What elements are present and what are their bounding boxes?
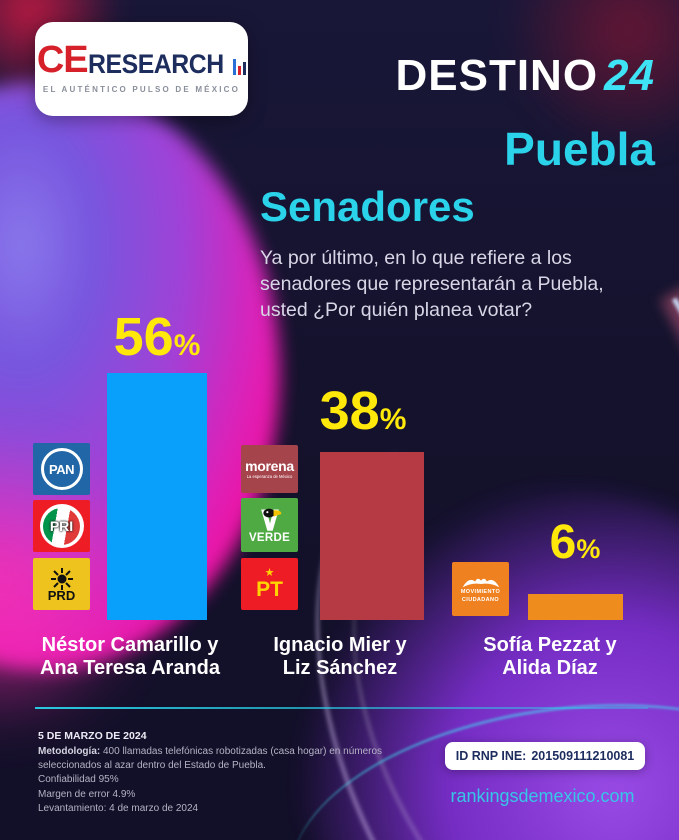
verde-label: VERDE: [248, 531, 291, 544]
name-line: Ana Teresa Aranda: [39, 657, 221, 679]
name-line: Alida Díaz: [502, 657, 598, 679]
margin-of-error-note: Margen de error 4.9%: [38, 788, 136, 800]
methodology-label: Metodología:: [38, 746, 101, 757]
poll-question: Ya por último, en lo que refiere a los s…: [260, 247, 604, 321]
background-right-swoosh: [660, 84, 679, 840]
title-destino-24: DESTINO 24: [395, 54, 655, 98]
id-label: ID RNP INE:: [455, 749, 527, 763]
pan-circle-icon: PAN: [40, 448, 83, 490]
section-title: Senadores: [260, 183, 475, 230]
candidate-name-pezzat: Sofía Pezzat y Alida Díaz: [440, 634, 660, 680]
candidate-name-mier: Ignacio Mier y Liz Sánchez: [230, 634, 450, 680]
bar-camarillo: [107, 373, 207, 620]
mc-label-line1: MOVIMIENTO: [460, 589, 501, 596]
candidate-name-camarillo: Néstor Camarillo y Ana Teresa Aranda: [20, 634, 240, 680]
pt-label: PT: [256, 578, 283, 601]
pan-logo: PAN: [33, 443, 90, 495]
logo-ce-text: CE: [36, 38, 89, 81]
website-link[interactable]: rankingsdemexico.com: [450, 786, 635, 806]
value-label-camarillo: 56%: [107, 307, 207, 367]
pri-circle-icon: PRI: [39, 504, 84, 548]
value-number: 6: [549, 516, 577, 569]
prd-logo: PRD: [33, 558, 90, 610]
percent-sign: %: [576, 534, 601, 564]
prd-label: PRD: [47, 587, 76, 603]
sun-icon: [50, 567, 73, 590]
pan-label: PAN: [49, 461, 74, 477]
logo-research-text: RESEARCH: [87, 49, 224, 80]
id-value: 201509111210081: [531, 749, 635, 763]
morena-logo: morena La esperanza de México: [241, 445, 298, 493]
value-number: 38: [319, 381, 380, 441]
percent-sign: %: [173, 329, 201, 362]
bar-chart-icon: [233, 59, 247, 76]
eagle-icon: [462, 579, 499, 588]
fieldwork-note: Levantamiento: 4 de marzo de 2024: [38, 802, 199, 814]
bar-mier: [320, 452, 424, 620]
ce-research-logo: CE RESEARCH: [36, 38, 247, 81]
value-number: 56: [113, 307, 174, 367]
percent-sign: %: [379, 403, 407, 436]
pt-logo: ★ PT: [241, 558, 298, 610]
morena-label: morena: [245, 458, 294, 474]
value-label-pezzat: 6%: [525, 516, 625, 569]
mc-label-line2: CIUDADANO: [461, 596, 500, 603]
verde-logo: VERDE: [241, 498, 298, 552]
name-line: Néstor Camarillo y: [41, 634, 219, 656]
background-light-streak: [672, 297, 679, 708]
confidence-note: Confiabilidad 95%: [38, 774, 119, 786]
pri-logo: PRI: [33, 500, 90, 552]
footer-date: 5 DE MARZO DE 2024: [38, 730, 147, 742]
value-label-mier: 38%: [308, 381, 418, 441]
name-line: Ignacio Mier y: [273, 634, 407, 656]
pri-label: PRI: [49, 518, 74, 534]
title-year: 24: [604, 51, 655, 100]
bar-pezzat: [528, 594, 623, 620]
id-rnp-ine-badge: ID RNP INE: 201509111210081: [445, 742, 645, 770]
logo-tagline: EL AUTÉNTICO PULSO DE MÉXICO: [42, 85, 241, 95]
title-main: DESTINO: [395, 51, 599, 100]
name-line: Sofía Pezzat y: [483, 634, 617, 656]
methodology-line: Metodología: 400 llamadas telefónicas ro…: [38, 745, 383, 773]
morena-tagline: La esperanza de México: [246, 474, 293, 479]
movimiento-ciudadano-logo: MOVIMIENTO CIUDADANO: [452, 562, 509, 616]
methodology-text: 400 llamadas telefónicas robotizadas (ca…: [38, 746, 383, 772]
footer-divider: [35, 707, 648, 709]
name-line: Liz Sánchez: [282, 657, 398, 679]
ce-research-logo-card: CE RESEARCH EL AUTÉNTICO PULSO DE MÉXICO: [35, 22, 248, 116]
region-title: Puebla: [504, 123, 655, 175]
methodology-block: Metodología: 400 llamadas telefónicas ro…: [38, 745, 383, 816]
